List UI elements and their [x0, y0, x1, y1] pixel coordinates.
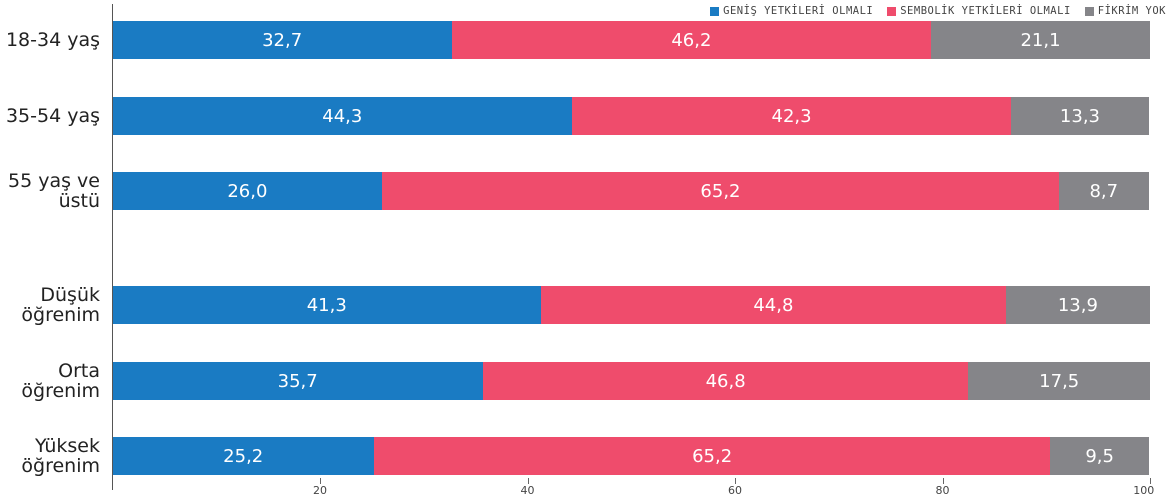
- bar-segment: 41,3: [112, 286, 541, 324]
- legend-swatch: [887, 6, 897, 16]
- value-label: 46,2: [671, 30, 712, 51]
- tick-mark: [942, 478, 944, 484]
- value-label: 9,5: [1085, 446, 1114, 467]
- legend-item: SEMBOLİK YETKİLERİ OLMALI: [887, 5, 1071, 17]
- bar-segment: 8,7: [1058, 172, 1149, 210]
- tick-mark: [1150, 478, 1151, 484]
- value-label: 35,7: [277, 371, 318, 392]
- bar-segment: 35,7: [112, 362, 483, 400]
- bar-segment: 25,2: [112, 437, 374, 475]
- category-label: Düşük öğrenim: [21, 284, 100, 326]
- category-label: Orta öğrenim: [21, 360, 100, 402]
- bar-segment: 46,2: [451, 21, 932, 59]
- value-label: 32,7: [262, 30, 303, 51]
- legend-label: SEMBOLİK YETKİLERİ OLMALI: [900, 5, 1071, 17]
- bar-segment: 32,7: [112, 21, 452, 59]
- value-label: 65,2: [700, 181, 741, 202]
- bar-segment: 21,1: [931, 21, 1150, 59]
- value-label: 46,8: [705, 371, 746, 392]
- value-label: 41,3: [306, 295, 347, 316]
- legend-label: FİKRİM YOK: [1097, 5, 1166, 17]
- tick-mark: [320, 478, 321, 484]
- x-tick-label: 20: [313, 484, 327, 497]
- legend: GENİŞ YETKİLERİ OLMALI SEMBOLİK YETKİLERİ…: [566, 0, 1166, 22]
- value-label: 13,3: [1059, 106, 1100, 127]
- legend-item: FİKRİM YOK: [1084, 5, 1166, 17]
- bar-segment: 42,3: [572, 97, 1011, 135]
- bar-segment: 46,8: [482, 362, 969, 400]
- bar-segment: 44,8: [540, 286, 1006, 324]
- value-label: 42,3: [771, 106, 812, 127]
- x-tick-label: 60: [728, 484, 742, 497]
- value-label: 44,3: [322, 106, 363, 127]
- category-label: 18-34 yaş: [5, 29, 100, 51]
- legend-swatch: [1084, 6, 1094, 16]
- tick-mark: [735, 478, 736, 484]
- x-tick-label: 100: [1133, 484, 1155, 497]
- legend-item: GENİŞ YETKİLERİ OLMALI: [710, 5, 873, 17]
- bar-segment: 13,3: [1010, 97, 1149, 135]
- x-tick-label: 80: [935, 484, 950, 497]
- bar-segment: 13,9: [1005, 286, 1150, 324]
- bar-segment: 9,5: [1050, 437, 1149, 475]
- legend-label: GENİŞ YETKİLERİ OLMALI: [723, 5, 874, 17]
- category-label: 55 yaş ve üstü: [8, 170, 100, 212]
- bar-segment: 44,3: [112, 97, 573, 135]
- y-axis-line: [112, 4, 113, 490]
- category-label: Yüksek öğrenim: [21, 435, 100, 477]
- bar-segment: 65,2: [382, 172, 1059, 210]
- value-label: 44,8: [753, 295, 794, 316]
- value-label: 8,7: [1089, 181, 1119, 202]
- category-label: 35-54 yaş: [5, 105, 100, 127]
- bar-segment: 65,2: [373, 437, 1051, 475]
- tick-mark: [527, 478, 529, 484]
- value-label: 13,9: [1057, 295, 1098, 316]
- bar-segment: 26,0: [112, 172, 383, 210]
- value-label: 65,2: [692, 446, 733, 467]
- value-label: 25,2: [223, 446, 264, 467]
- bar-segment: 17,5: [968, 362, 1150, 400]
- value-label: 17,5: [1039, 371, 1080, 392]
- x-tick-label: 40: [520, 484, 535, 497]
- legend-swatch: [710, 6, 720, 16]
- value-label: 21,1: [1020, 30, 1061, 51]
- value-label: 26,0: [227, 181, 268, 202]
